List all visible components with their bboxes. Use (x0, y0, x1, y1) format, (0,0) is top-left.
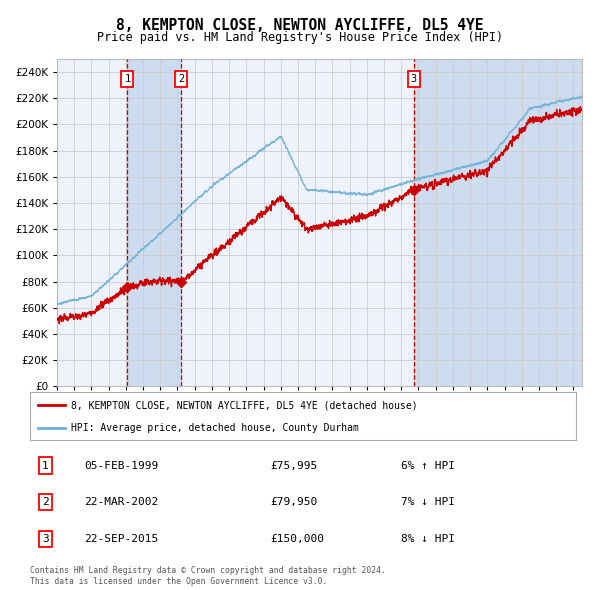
Text: 8, KEMPTON CLOSE, NEWTON AYCLIFFE, DL5 4YE: 8, KEMPTON CLOSE, NEWTON AYCLIFFE, DL5 4… (116, 18, 484, 32)
Text: 6% ↑ HPI: 6% ↑ HPI (401, 461, 455, 470)
Text: £75,995: £75,995 (270, 461, 317, 470)
Text: 3: 3 (410, 74, 417, 84)
Text: This data is licensed under the Open Government Licence v3.0.: This data is licensed under the Open Gov… (30, 577, 328, 586)
Text: 1: 1 (124, 74, 131, 84)
Bar (127, 59, 181, 386)
Text: 2: 2 (178, 74, 184, 84)
Text: 22-SEP-2015: 22-SEP-2015 (85, 534, 159, 544)
Text: 05-FEB-1999: 05-FEB-1999 (85, 461, 159, 470)
Text: 2: 2 (42, 497, 49, 507)
Bar (413, 59, 582, 386)
Text: Contains HM Land Registry data © Crown copyright and database right 2024.: Contains HM Land Registry data © Crown c… (30, 566, 386, 575)
Text: 7% ↓ HPI: 7% ↓ HPI (401, 497, 455, 507)
Text: Price paid vs. HM Land Registry's House Price Index (HPI): Price paid vs. HM Land Registry's House … (97, 31, 503, 44)
Text: 22-MAR-2002: 22-MAR-2002 (85, 497, 159, 507)
Text: £150,000: £150,000 (270, 534, 324, 544)
Text: 1: 1 (42, 461, 49, 470)
Text: 8% ↓ HPI: 8% ↓ HPI (401, 534, 455, 544)
Text: 8, KEMPTON CLOSE, NEWTON AYCLIFFE, DL5 4YE (detached house): 8, KEMPTON CLOSE, NEWTON AYCLIFFE, DL5 4… (71, 400, 418, 410)
Text: 3: 3 (42, 534, 49, 544)
Text: £79,950: £79,950 (270, 497, 317, 507)
Text: HPI: Average price, detached house, County Durham: HPI: Average price, detached house, Coun… (71, 423, 359, 432)
